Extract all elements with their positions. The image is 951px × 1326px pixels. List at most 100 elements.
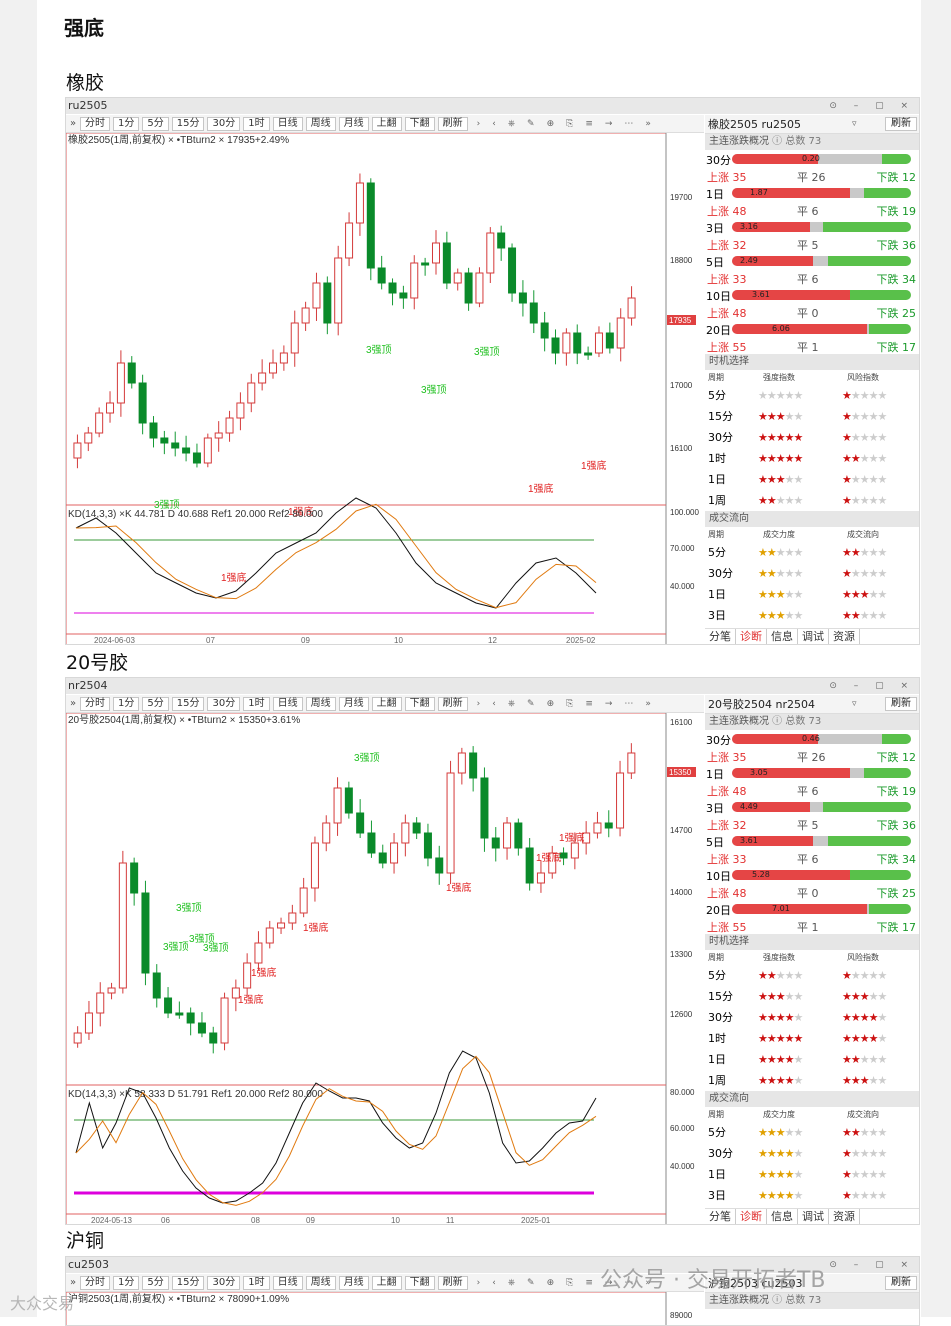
- toolbar-button-9[interactable]: 月线: [338, 1275, 369, 1290]
- toolbar-icon[interactable]: →: [604, 1277, 613, 1288]
- toolbar-button-5[interactable]: 30分: [207, 116, 241, 131]
- kline-chart[interactable]: 橡胶2505(1周,前复权) × •TBturn2 × 17935+2.49% 1…: [66, 133, 704, 645]
- toolbar-icon[interactable]: »: [645, 698, 651, 709]
- tab-0[interactable]: 分笔: [705, 629, 736, 644]
- toolbar-icon[interactable]: ‹: [492, 698, 496, 709]
- timing-row: 30分 ★★★★★ ★★★★★: [705, 1007, 919, 1028]
- toolbar-button-10[interactable]: 上翻: [371, 116, 402, 131]
- toolbar-button-1[interactable]: 分时: [80, 1275, 110, 1290]
- candle-body: [220, 997, 229, 1044]
- collapse-arrow[interactable]: »: [69, 698, 77, 709]
- toolbar-button-12[interactable]: 刷新: [437, 1275, 468, 1290]
- toolbar-icon[interactable]: ⎘: [566, 698, 574, 709]
- toolbar-button-1[interactable]: 分时: [80, 696, 110, 711]
- toolbar-icon[interactable]: →: [604, 118, 613, 129]
- toolbar-icon[interactable]: →: [604, 698, 613, 709]
- toolbar-icon[interactable]: ⎘: [566, 118, 574, 129]
- tab-4[interactable]: 资源: [829, 1209, 860, 1224]
- toolbar-button-5[interactable]: 30分: [207, 1275, 241, 1290]
- toolbar-button-10[interactable]: 上翻: [371, 696, 402, 711]
- stats-dropdown[interactable]: ▿: [852, 119, 857, 129]
- toolbar-button-4[interactable]: 15分: [171, 1275, 205, 1290]
- chart-caption: 沪铜2503(1周,前复权) × •TBturn2 × 78090+1.09%: [68, 1292, 289, 1305]
- toolbar-button-1[interactable]: 分时: [80, 116, 110, 131]
- tab-4[interactable]: 资源: [829, 629, 860, 644]
- toolbar-button-3[interactable]: 5分: [142, 1275, 169, 1290]
- toolbar-icon[interactable]: ›: [476, 1277, 481, 1288]
- toolbar-button-5[interactable]: 30分: [207, 696, 241, 711]
- signal-label: 3强顶: [474, 346, 500, 358]
- date-label: 09: [306, 1216, 315, 1225]
- toolbar-icon[interactable]: ≡: [585, 1277, 593, 1288]
- collapse-arrow[interactable]: »: [69, 118, 77, 129]
- toolbar-button-3[interactable]: 5分: [142, 696, 169, 711]
- toolbar-button-2[interactable]: 1分: [113, 696, 140, 711]
- kd-label: 80.000: [670, 1088, 695, 1097]
- toolbar-icon[interactable]: ⋯: [624, 1277, 634, 1288]
- tab-2[interactable]: 信息: [767, 1209, 798, 1224]
- stats-dropdown[interactable]: ▿: [852, 699, 857, 709]
- toolbar-icon[interactable]: ✎: [527, 698, 535, 709]
- toolbar-button-12[interactable]: 刷新: [437, 116, 468, 131]
- toolbar-icon[interactable]: ‹: [492, 1277, 496, 1288]
- toolbar-icon[interactable]: ≡: [585, 698, 593, 709]
- toolbar-icon[interactable]: ⊕: [546, 118, 555, 129]
- toolbar-button-7[interactable]: 日线: [272, 696, 303, 711]
- toolbar-icon[interactable]: ⊕: [546, 698, 555, 709]
- column-header: 周期: [708, 530, 724, 539]
- toolbar-button-8[interactable]: 周线: [305, 116, 336, 131]
- toolbar-button-4[interactable]: 15分: [171, 696, 205, 711]
- toolbar-icon[interactable]: ⊕: [546, 1277, 555, 1288]
- toolbar-icon[interactable]: ⋯: [624, 118, 634, 129]
- toolbar-icon[interactable]: ›: [476, 698, 481, 709]
- tab-3[interactable]: 调试: [798, 1209, 829, 1224]
- toolbar-icon[interactable]: ⎈: [507, 698, 516, 709]
- toolbar-button-11[interactable]: 下翻: [404, 696, 435, 711]
- toolbar-icon[interactable]: ⎈: [507, 1277, 516, 1288]
- tab-0[interactable]: 分笔: [705, 1209, 736, 1224]
- refresh-button[interactable]: 刷新: [885, 697, 917, 711]
- toolbar-button-6[interactable]: 1时: [243, 1275, 270, 1290]
- toolbar-icon[interactable]: ≡: [585, 118, 593, 129]
- toolbar-icon[interactable]: ‹: [492, 118, 496, 129]
- toolbar-button-11[interactable]: 下翻: [404, 116, 435, 131]
- toolbar-icon[interactable]: ✎: [527, 118, 535, 129]
- candle-body: [182, 447, 191, 454]
- help-icon: ⓘ: [769, 1295, 786, 1306]
- tab-1[interactable]: 诊断: [736, 1209, 767, 1224]
- kline-chart[interactable]: 20号胶2504(1周,前复权) × •TBturn2 × 15350+3.61…: [66, 713, 704, 1225]
- down-count: 下跌 25: [876, 307, 917, 320]
- tab-2[interactable]: 信息: [767, 629, 798, 644]
- toolbar-button-10[interactable]: 上翻: [371, 1275, 402, 1290]
- toolbar-button-12[interactable]: 刷新: [437, 696, 468, 711]
- toolbar-button-8[interactable]: 周线: [305, 696, 336, 711]
- toolbar-button-8[interactable]: 周线: [305, 1275, 336, 1290]
- toolbar-button-11[interactable]: 下翻: [404, 1275, 435, 1290]
- page-title: 强底: [64, 16, 104, 40]
- tab-3[interactable]: 调试: [798, 629, 829, 644]
- toolbar-icon[interactable]: ⎘: [566, 1277, 574, 1288]
- toolbar-button-9[interactable]: 月线: [338, 116, 369, 131]
- toolbar-icon[interactable]: ⎈: [507, 118, 516, 129]
- toolbar-button-7[interactable]: 日线: [272, 116, 303, 131]
- tab-1[interactable]: 诊断: [736, 629, 767, 644]
- toolbar-button-2[interactable]: 1分: [113, 116, 140, 131]
- toolbar-icon[interactable]: ⋯: [624, 698, 634, 709]
- toolbar-button-6[interactable]: 1时: [243, 696, 270, 711]
- kline-chart[interactable]: 沪铜2503(1周,前复权) × •TBturn2 × 78090+1.09% 8…: [66, 1292, 704, 1326]
- toolbar-button-9[interactable]: 月线: [338, 696, 369, 711]
- toolbar-icon[interactable]: ›: [476, 118, 481, 129]
- toolbar-button-4[interactable]: 15分: [171, 116, 205, 131]
- toolbar-button-2[interactable]: 1分: [113, 1275, 140, 1290]
- toolbar-icon[interactable]: ✎: [527, 1277, 535, 1288]
- flat-fill: [810, 802, 823, 812]
- collapse-arrow[interactable]: »: [69, 1277, 77, 1288]
- toolbar-icon[interactable]: »: [645, 118, 651, 129]
- toolbar-button-7[interactable]: 日线: [272, 1275, 303, 1290]
- signal-label: 3强顶: [354, 752, 380, 764]
- toolbar-button-6[interactable]: 1时: [243, 116, 270, 131]
- toolbar-button-3[interactable]: 5分: [142, 116, 169, 131]
- refresh-button[interactable]: 刷新: [885, 1276, 917, 1290]
- toolbar-icon[interactable]: »: [645, 1277, 651, 1288]
- refresh-button[interactable]: 刷新: [885, 117, 917, 131]
